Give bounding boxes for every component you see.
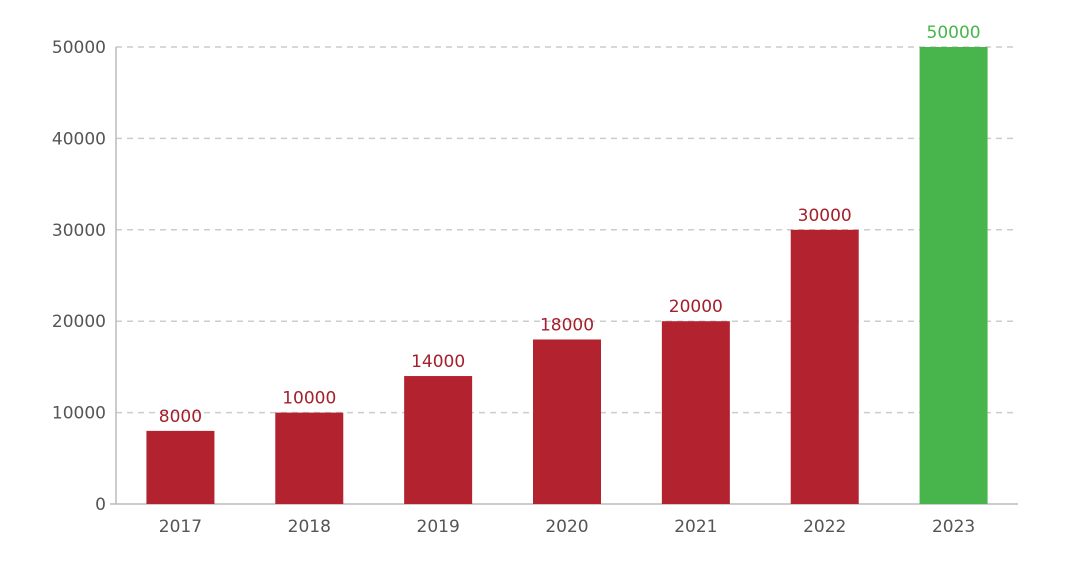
data-label-2020: 18000 <box>540 315 594 335</box>
x-tick-label-2021: 2021 <box>674 517 717 537</box>
y-tick-label: 20000 <box>52 312 106 332</box>
bar-2019 <box>404 376 473 504</box>
bar-2017 <box>146 430 215 504</box>
y-tick-label: 10000 <box>52 404 106 424</box>
data-label-2022: 30000 <box>798 206 852 226</box>
data-label-2023: 50000 <box>927 23 981 43</box>
y-tick-label: 50000 <box>52 38 106 58</box>
bar-2022 <box>790 229 859 505</box>
data-label-2021: 20000 <box>669 297 723 317</box>
x-axis-tick-labels: 2017 2018 2019 2020 2021 2022 2023 <box>159 517 975 537</box>
x-tick-label-2017: 2017 <box>159 517 202 537</box>
bar-2023 <box>919 47 988 504</box>
y-tick-label: 0 <box>95 495 106 515</box>
y-tick-label: 30000 <box>52 221 106 241</box>
y-tick-label: 40000 <box>52 129 106 149</box>
data-labels: 8000 10000 14000 18000 20000 30000 50000 <box>159 23 981 427</box>
bar-2020 <box>533 339 601 504</box>
x-tick-label-2020: 2020 <box>545 517 588 537</box>
bar-2021 <box>661 321 730 504</box>
data-label-2018: 10000 <box>282 389 336 409</box>
data-label-2019: 14000 <box>411 352 465 372</box>
bars <box>146 47 988 505</box>
x-tick-label-2019: 2019 <box>417 517 460 537</box>
bar-2018 <box>275 412 344 504</box>
x-tick-label-2018: 2018 <box>288 517 331 537</box>
x-tick-label-2023: 2023 <box>932 517 975 537</box>
x-tick-label-2022: 2022 <box>803 517 846 537</box>
data-label-2017: 8000 <box>159 407 202 427</box>
y-axis-tick-labels: 0 10000 20000 30000 40000 50000 <box>52 38 106 515</box>
